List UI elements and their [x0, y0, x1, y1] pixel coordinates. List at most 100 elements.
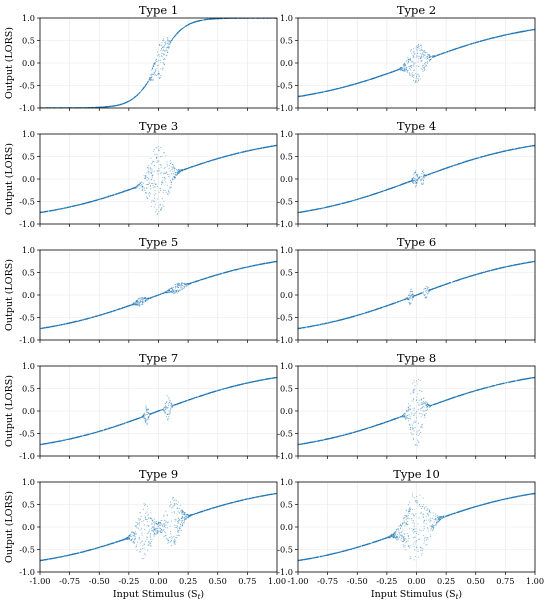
data-point	[350, 84, 352, 86]
data-point	[413, 53, 415, 55]
data-point	[151, 176, 153, 178]
data-point	[157, 212, 159, 214]
data-point	[306, 94, 308, 96]
data-point	[171, 168, 173, 170]
data-point	[165, 189, 167, 191]
data-point	[148, 192, 151, 194]
data-point	[300, 95, 302, 97]
data-point	[500, 35, 503, 37]
data-point	[493, 36, 495, 39]
data-point	[203, 19, 205, 21]
data-point	[448, 50, 450, 52]
data-point	[416, 52, 419, 54]
data-point	[163, 189, 165, 191]
data-point	[427, 61, 429, 63]
data-point	[333, 88, 335, 90]
data-point	[426, 56, 428, 58]
data-point	[520, 31, 522, 33]
data-point	[151, 199, 153, 201]
data-point	[400, 67, 403, 69]
data-point	[137, 93, 139, 95]
data-point	[160, 147, 162, 149]
data-point	[147, 183, 149, 185]
data-point	[193, 165, 195, 167]
data-point	[476, 41, 478, 43]
data-point	[129, 100, 131, 102]
data-point	[157, 73, 159, 75]
data-point	[153, 160, 155, 163]
data-point	[155, 157, 157, 159]
data-point	[249, 149, 251, 152]
data-point	[323, 90, 325, 93]
data-point	[425, 64, 427, 66]
data-point	[167, 44, 169, 46]
data-point	[369, 79, 371, 81]
data-point	[416, 81, 418, 83]
data-point	[219, 157, 221, 159]
data-point	[421, 53, 423, 55]
data-point	[171, 166, 173, 168]
data-point	[139, 92, 141, 94]
data-point	[204, 18, 206, 20]
data-point	[146, 184, 148, 186]
data-point	[505, 34, 507, 36]
data-point	[151, 73, 153, 75]
data-point	[472, 42, 475, 44]
data-point	[433, 55, 435, 57]
data-point	[146, 188, 148, 190]
data-point	[162, 39, 164, 41]
data-point	[407, 61, 409, 63]
data-point	[53, 209, 55, 212]
data-point	[330, 89, 332, 91]
data-point	[416, 50, 418, 52]
data-point	[165, 43, 167, 45]
data-point	[159, 170, 161, 172]
data-point	[487, 38, 489, 40]
data-point	[156, 65, 158, 67]
data-point	[150, 80, 152, 82]
data-point	[511, 32, 513, 34]
data-point	[139, 185, 141, 187]
data-point	[423, 66, 426, 68]
data-point	[337, 88, 339, 90]
data-point	[410, 73, 412, 75]
data-point	[412, 72, 414, 74]
data-point	[106, 106, 108, 108]
data-point	[308, 93, 311, 96]
data-point	[149, 193, 151, 195]
data-point	[316, 92, 318, 94]
data-point	[114, 105, 116, 107]
data-point	[411, 61, 413, 63]
data-point	[437, 54, 440, 56]
data-point	[148, 181, 150, 183]
data-point	[156, 58, 158, 60]
data-point	[145, 192, 147, 194]
data-point	[524, 30, 526, 32]
data-point	[155, 71, 157, 73]
data-point	[144, 176, 147, 178]
data-point	[164, 179, 166, 181]
data-point	[163, 64, 165, 66]
data-point	[215, 18, 217, 20]
data-point	[173, 166, 175, 169]
data-point	[155, 60, 157, 63]
data-point	[138, 93, 140, 95]
data-point	[172, 179, 174, 181]
data-point	[149, 79, 151, 81]
data-point	[172, 164, 174, 166]
data-point	[326, 90, 328, 92]
y-tick-label: 0.5	[280, 36, 293, 46]
data-point	[426, 63, 428, 65]
data-point	[153, 65, 155, 67]
data-point	[174, 172, 176, 174]
data-point	[184, 26, 186, 28]
data-point	[407, 71, 409, 73]
data-point	[516, 31, 519, 33]
data-point	[477, 41, 480, 43]
data-point	[169, 192, 171, 194]
data-point	[152, 68, 154, 70]
data-point	[162, 45, 164, 48]
data-point	[414, 62, 416, 64]
data-point	[209, 18, 211, 20]
data-point	[320, 91, 322, 93]
